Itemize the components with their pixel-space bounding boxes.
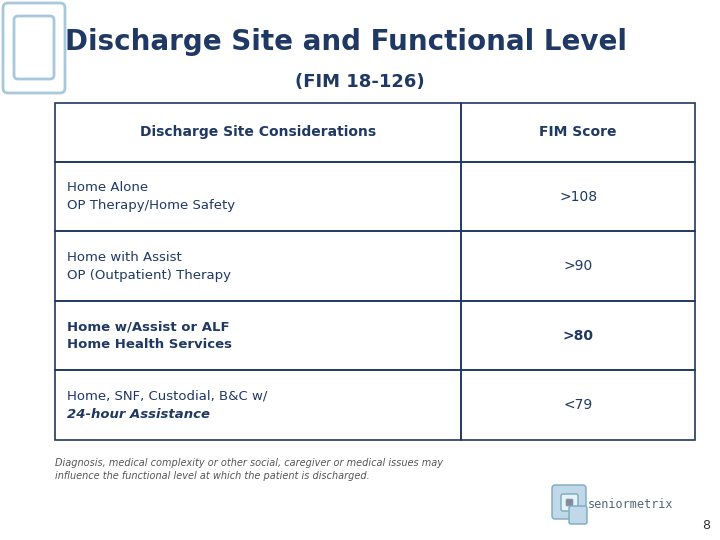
Text: <79: <79 [564, 398, 593, 412]
Text: >90: >90 [564, 259, 593, 273]
Bar [55, 103, 462, 162]
Text: >80: >80 [563, 329, 594, 343]
Text: Home, SNF, Custodial, B&C w/: Home, SNF, Custodial, B&C w/ [67, 390, 267, 403]
FancyBboxPatch shape [569, 506, 587, 524]
Bar [55, 370, 462, 440]
Bar [462, 103, 695, 162]
Text: Home Alone: Home Alone [67, 181, 148, 194]
FancyBboxPatch shape [552, 485, 586, 519]
Text: OP (Outpatient) Therapy: OP (Outpatient) Therapy [67, 269, 231, 282]
Text: influence the functional level at which the patient is discharged.: influence the functional level at which … [55, 471, 370, 481]
Text: seniormetrix: seniormetrix [588, 497, 673, 510]
Bar [462, 370, 695, 440]
Text: Home w/Assist or ALF: Home w/Assist or ALF [67, 320, 230, 333]
Text: (FIM 18-126): (FIM 18-126) [295, 73, 425, 91]
Bar [462, 301, 695, 370]
Bar [55, 232, 462, 301]
Bar [462, 232, 695, 301]
FancyBboxPatch shape [561, 494, 578, 511]
Text: Home Health Services: Home Health Services [67, 338, 232, 351]
Bar [462, 162, 695, 232]
Text: 8: 8 [702, 519, 710, 532]
Text: Discharge Site Considerations: Discharge Site Considerations [140, 125, 377, 139]
FancyBboxPatch shape [566, 499, 573, 506]
Text: Diagnosis, medical complexity or other social, caregiver or medical issues may: Diagnosis, medical complexity or other s… [55, 458, 443, 468]
Text: OP Therapy/Home Safety: OP Therapy/Home Safety [67, 199, 235, 212]
Text: Home with Assist: Home with Assist [67, 251, 181, 264]
Text: >108: >108 [559, 190, 598, 204]
Bar [55, 301, 462, 370]
Text: FIM Score: FIM Score [539, 125, 617, 139]
Text: 24-hour Assistance: 24-hour Assistance [67, 408, 210, 421]
Text: Discharge Site and Functional Level: Discharge Site and Functional Level [65, 28, 627, 56]
Bar [55, 162, 462, 232]
